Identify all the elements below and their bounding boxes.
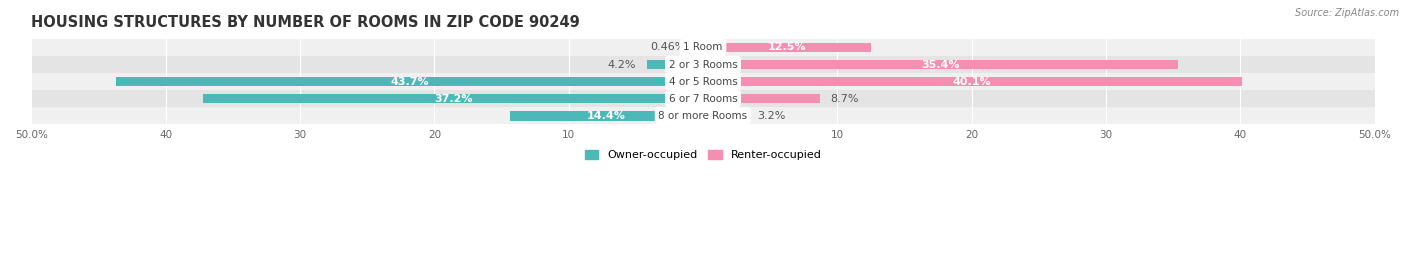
Text: HOUSING STRUCTURES BY NUMBER OF ROOMS IN ZIP CODE 90249: HOUSING STRUCTURES BY NUMBER OF ROOMS IN… [31, 15, 581, 30]
Legend: Owner-occupied, Renter-occupied: Owner-occupied, Renter-occupied [581, 145, 825, 165]
Bar [647, 59, 703, 69]
Bar [703, 43, 870, 52]
Text: 1 Room: 1 Room [683, 43, 723, 52]
Text: 14.4%: 14.4% [586, 111, 626, 121]
Bar [703, 59, 1178, 69]
Bar [703, 94, 820, 104]
Text: 8 or more Rooms: 8 or more Rooms [658, 111, 748, 121]
Text: 4 or 5 Rooms: 4 or 5 Rooms [669, 76, 737, 87]
Bar [117, 77, 703, 86]
Text: 12.5%: 12.5% [768, 43, 806, 52]
Text: 6 or 7 Rooms: 6 or 7 Rooms [669, 94, 737, 104]
Bar [703, 111, 747, 121]
Bar [31, 39, 1375, 56]
Bar [31, 90, 1375, 107]
Bar [703, 77, 1241, 86]
Bar [31, 56, 1375, 73]
Text: 35.4%: 35.4% [921, 59, 960, 69]
Bar [31, 73, 1375, 90]
Text: 0.46%: 0.46% [651, 43, 686, 52]
Text: 8.7%: 8.7% [831, 94, 859, 104]
Bar [31, 107, 1375, 124]
Text: Source: ZipAtlas.com: Source: ZipAtlas.com [1295, 8, 1399, 18]
Bar [509, 111, 703, 121]
Text: 43.7%: 43.7% [391, 76, 429, 87]
Text: 2 or 3 Rooms: 2 or 3 Rooms [669, 59, 737, 69]
Text: 40.1%: 40.1% [953, 76, 991, 87]
Bar [697, 43, 703, 52]
Text: 37.2%: 37.2% [434, 94, 472, 104]
Text: 4.2%: 4.2% [607, 59, 636, 69]
Bar [204, 94, 703, 104]
Text: 3.2%: 3.2% [756, 111, 785, 121]
